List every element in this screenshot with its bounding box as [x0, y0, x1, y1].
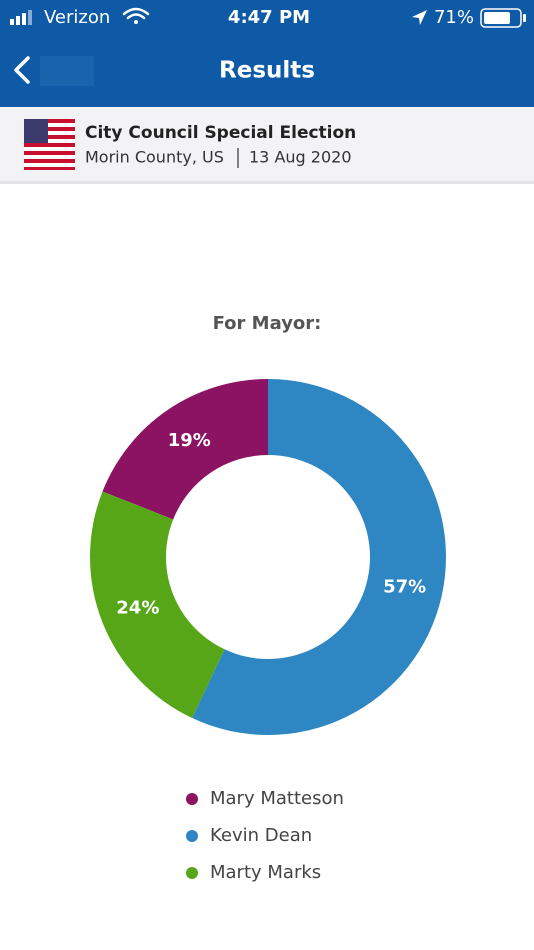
nav-background [0, 0, 534, 107]
nav-title: Results [219, 58, 315, 84]
battery-icon [480, 8, 526, 28]
donut-slice [102, 379, 268, 520]
election-location: Morin County, US [85, 148, 224, 167]
legend-marker [186, 830, 198, 842]
election-title: City Council Special Election [85, 123, 356, 143]
carrier: Verizon [44, 7, 110, 28]
slice-label: 24% [116, 598, 159, 619]
legend-label: Mary Matteson [210, 788, 344, 809]
legend-marker [186, 867, 198, 879]
election-date: 13 Aug 2020 [249, 148, 352, 167]
battery-percent: 71% [434, 7, 474, 28]
donut-slice [192, 379, 447, 735]
header-shadow [0, 181, 534, 184]
wifi-icon [122, 7, 150, 24]
donut-slice [90, 491, 225, 719]
back-label-placeholder [40, 56, 94, 86]
slice-label: 19% [168, 430, 211, 451]
slice-label: 57% [383, 577, 426, 598]
clock: 4:47 PM [228, 7, 310, 28]
chart-title: For Mayor: [213, 313, 322, 334]
legend-marker [186, 793, 198, 805]
flag-icon [24, 119, 75, 170]
back-button[interactable] [14, 56, 30, 84]
signal-icon [10, 10, 32, 25]
header-background [0, 107, 534, 181]
donut-chart: 19% 57% 24% [90, 379, 447, 735]
location-icon [412, 10, 427, 25]
legend-label: Marty Marks [210, 862, 321, 883]
legend: Mary Matteson Kevin Dean Marty Marks [186, 788, 344, 883]
legend-label: Kevin Dean [210, 825, 312, 846]
